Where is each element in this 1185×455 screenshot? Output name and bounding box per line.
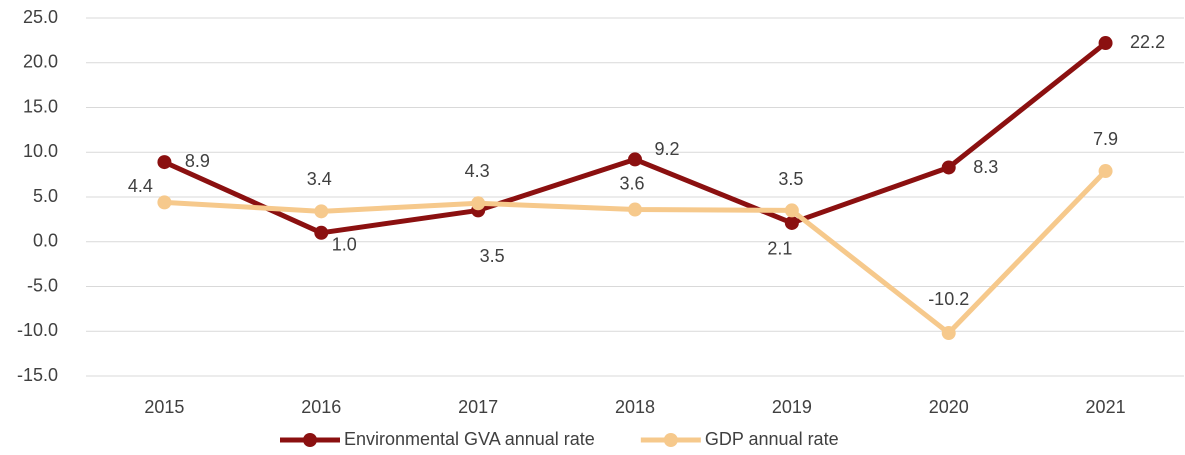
y-tick-label: -10.0 [17,320,58,340]
data-label: -10.2 [928,289,969,309]
point [941,160,956,175]
data-label: 8.9 [185,151,210,171]
point [941,326,956,341]
data-label: 3.6 [619,173,644,193]
data-label: 4.3 [465,161,490,181]
data-label: 2.1 [767,239,792,259]
data-label: 4.4 [128,176,153,196]
y-tick-label: 10.0 [23,141,58,161]
point [1098,36,1113,51]
legend-label: Environmental GVA annual rate [344,429,595,449]
data-label: 3.5 [480,246,505,266]
data-label: 7.9 [1093,129,1118,149]
point [157,155,172,170]
data-label: 8.3 [973,157,998,177]
point [471,196,486,211]
data-label: 9.2 [654,139,679,159]
x-tick-label: 2020 [929,397,969,417]
data-label: 1.0 [332,235,357,255]
y-tick-label: 20.0 [23,52,58,72]
point [784,215,799,230]
point [314,204,329,219]
y-tick-label: 15.0 [23,96,58,116]
y-tick-label: -5.0 [27,275,58,295]
point [628,202,642,217]
x-tick-label: 2017 [458,397,498,417]
legend-label: GDP annual rate [705,429,839,449]
y-tick-label: -15.0 [17,365,58,385]
point [1098,164,1113,179]
y-tick-label: 5.0 [33,186,58,206]
x-tick-label: 2016 [301,397,341,417]
y-tick-label: 25.0 [23,7,58,27]
x-tick-label: 2021 [1086,397,1126,417]
point [157,195,172,210]
y-tick-label: 0.0 [33,231,58,251]
data-label: 3.5 [778,169,803,189]
point [784,203,799,218]
legend-marker [303,433,317,447]
point [314,225,329,240]
x-tick-label: 2015 [144,397,184,417]
x-tick-label: 2019 [772,397,812,417]
data-label: 3.4 [307,169,332,189]
data-label: 22.2 [1130,32,1165,52]
x-tick-label: 2018 [615,397,655,417]
point [628,152,642,167]
legend-marker [663,433,678,447]
